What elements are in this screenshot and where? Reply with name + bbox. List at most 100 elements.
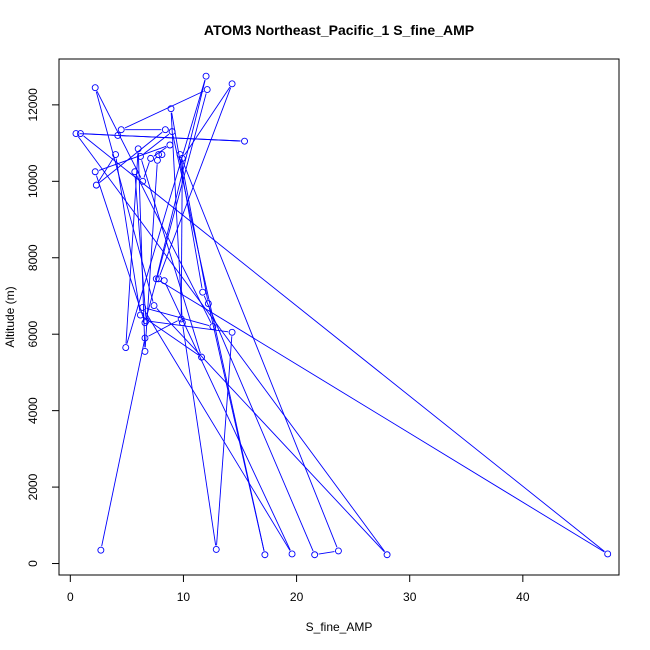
y-tick-label: 6000	[26, 321, 40, 348]
data-point	[604, 550, 612, 558]
data-point	[122, 344, 130, 352]
data-point	[383, 551, 391, 559]
data-point	[137, 311, 144, 319]
series-line-segment	[141, 160, 201, 354]
data-point	[203, 86, 211, 94]
data-point	[178, 319, 186, 327]
series-line-segment	[96, 175, 145, 320]
data-point	[112, 151, 120, 159]
data-point	[166, 141, 174, 149]
series-line-segment	[172, 135, 265, 551]
y-tick-label: 0	[26, 560, 40, 567]
data-point	[142, 317, 150, 325]
data-point	[91, 168, 99, 176]
y-tick-label: 8000	[26, 244, 40, 271]
y-tick-label: 4000	[26, 397, 40, 424]
data-point	[77, 130, 84, 137]
data-point	[141, 334, 149, 342]
series-line-segment	[184, 86, 231, 156]
x-tick-label: 40	[516, 590, 530, 604]
chart-title: ATOM3 Northeast_Pacific_1 S_fine_AMP	[204, 22, 474, 38]
data-point	[178, 154, 186, 162]
series-line-segment	[182, 326, 217, 546]
data-point	[91, 84, 99, 92]
series-line-segment	[145, 93, 207, 319]
data-point	[160, 277, 168, 285]
data-point	[167, 105, 175, 113]
series-line-segment	[165, 284, 291, 551]
series-line-segment	[121, 135, 241, 142]
data-point	[158, 151, 166, 159]
data-point	[72, 130, 80, 137]
series-line-segment	[159, 87, 232, 276]
series-line-segment	[126, 79, 206, 344]
data-point	[161, 126, 169, 134]
data-point	[228, 80, 236, 88]
data-point	[141, 319, 149, 327]
series-line-segment	[150, 320, 229, 333]
series-line-segment	[156, 308, 385, 553]
series-line-segment	[170, 112, 183, 319]
data-point	[228, 328, 236, 336]
series-line-segment	[143, 162, 150, 178]
data-point	[92, 181, 100, 189]
x-axis-title: S_fine_AMP	[306, 620, 373, 634]
data-point	[117, 126, 125, 134]
data-point	[212, 545, 220, 553]
data-point	[97, 546, 105, 554]
data-point	[198, 353, 205, 361]
data-point	[147, 154, 155, 162]
series-line-segment	[203, 295, 314, 552]
data-point	[114, 131, 122, 139]
plot-area	[72, 72, 612, 559]
data-point	[261, 551, 269, 559]
data-point	[202, 72, 210, 80]
data-point	[204, 300, 212, 308]
series-line-segment	[96, 91, 142, 178]
data-point	[334, 547, 342, 555]
y-axis: 0 2000 4000 6000 8000 10000 12000	[26, 88, 59, 567]
series-line-segment	[181, 158, 338, 548]
series-line-segment	[83, 135, 605, 552]
series-line-segment	[77, 136, 386, 552]
series-line-segment	[318, 551, 335, 555]
series-line-segment	[180, 158, 209, 300]
data-point	[177, 315, 185, 323]
y-axis-title: Altitude (m)	[3, 286, 17, 347]
series-line-segment	[216, 336, 233, 546]
series-line-segment	[159, 280, 605, 553]
series-line-segment	[95, 91, 154, 302]
data-point	[241, 137, 248, 145]
data-point	[155, 151, 163, 159]
series-line-segment	[143, 316, 199, 356]
data-point	[209, 323, 217, 331]
series-line-segment	[148, 320, 178, 337]
plot-frame	[58, 58, 620, 576]
data-point	[150, 302, 158, 309]
data-point	[152, 275, 160, 283]
series-line-segment	[136, 175, 212, 324]
x-axis: 0 10 20 30 40	[67, 575, 530, 604]
data-point	[131, 168, 139, 176]
series-line-segment	[144, 164, 158, 348]
series-line-segment	[144, 310, 291, 551]
series-line-segment	[156, 79, 206, 276]
data-point	[139, 303, 147, 311]
series-line-segment	[115, 158, 141, 312]
data-point	[311, 551, 319, 559]
x-tick-label: 20	[290, 590, 304, 604]
data-point	[168, 128, 176, 136]
data-point	[139, 177, 147, 185]
series-line-segment	[134, 175, 147, 317]
series-line-segment	[124, 90, 204, 129]
y-tick-label: 10000	[26, 164, 40, 198]
series-line-segment	[146, 308, 210, 326]
data-point	[199, 288, 207, 296]
data-point	[288, 550, 296, 558]
series-line-segment	[101, 341, 145, 547]
series-line-segment	[98, 157, 114, 182]
series-line-segment	[84, 133, 114, 136]
data-point	[134, 145, 142, 153]
